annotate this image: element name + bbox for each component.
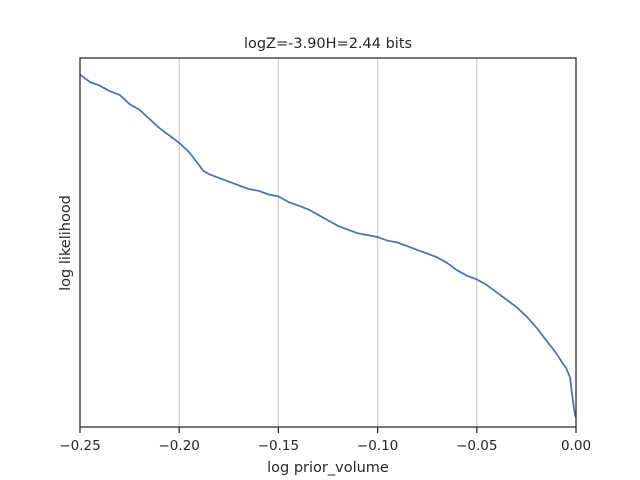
- x-tick-label: 0.00: [561, 438, 591, 454]
- y-axis-label: log likelihood: [58, 195, 74, 291]
- x-tick-label: −0.25: [59, 438, 100, 454]
- x-axis: −0.25 −0.20 −0.15 −0.10 −0.05 0.00: [59, 427, 591, 454]
- grid: [178, 58, 478, 427]
- x-tick-label: −0.20: [159, 438, 200, 454]
- x-tick-label: −0.05: [456, 438, 497, 454]
- plot-frame: [79, 57, 577, 428]
- chart-title: logZ=-3.90H=2.44 bits: [244, 36, 412, 52]
- x-axis-label: log prior_volume: [267, 460, 389, 476]
- x-tick-label: −0.10: [357, 438, 398, 454]
- x-tick-label: −0.15: [258, 438, 299, 454]
- series-line: [79, 73, 577, 419]
- series-layer: [79, 73, 577, 419]
